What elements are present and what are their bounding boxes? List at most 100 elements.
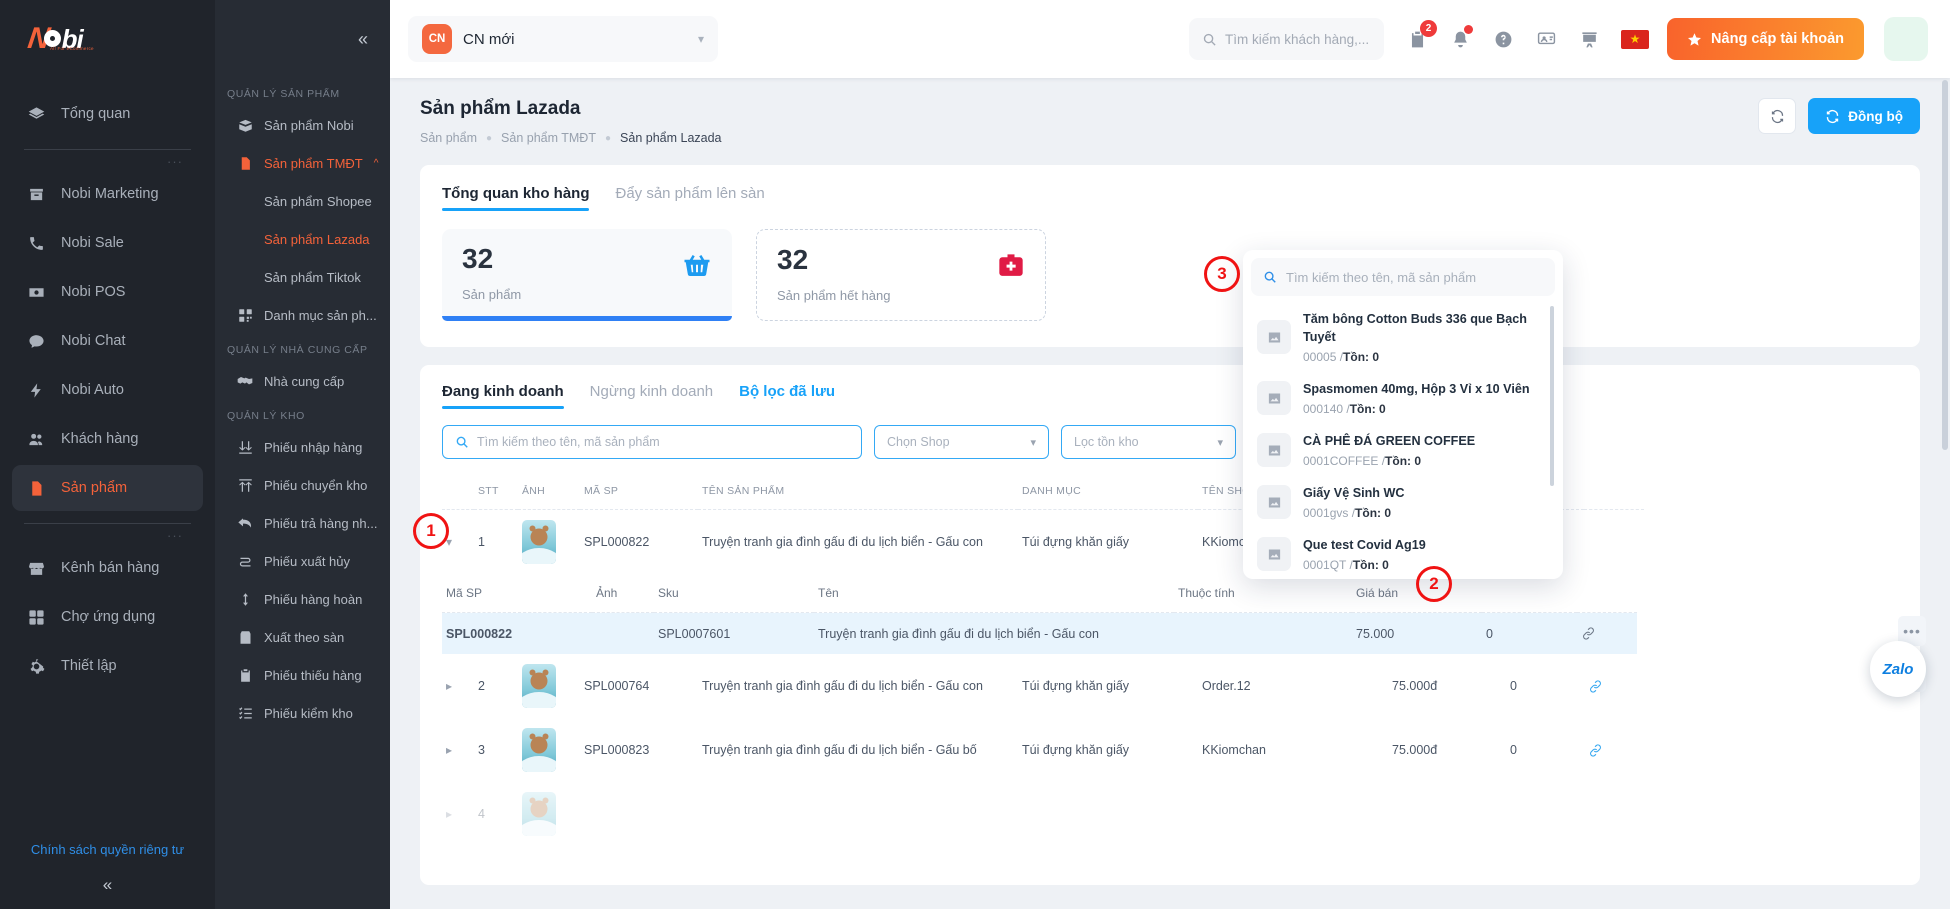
sidebar-item-san-pham[interactable]: Sản phẩm	[12, 465, 203, 511]
sidebar-item-nobi-chat[interactable]: Nobi Chat	[12, 318, 203, 364]
help-icon[interactable]	[1492, 28, 1514, 50]
stat-card-total-products[interactable]: 32 Sản phẩm	[442, 229, 732, 321]
vn-flag-icon[interactable]: ★	[1621, 29, 1650, 49]
zalo-chat-button[interactable]: Zalo	[1870, 641, 1926, 697]
sidebar-item-phieu-tra-hang-nhap[interactable]: Phiếu trả hàng nh...	[215, 504, 390, 542]
sidebar-item-san-pham-nobi[interactable]: Sản phẩm Nobi	[215, 106, 390, 144]
sidebar-item-phieu-hang-hoan[interactable]: Phiếu hàng hoàn	[215, 580, 390, 618]
product-table-body-continued: ▸ 2 SPL000764 Truyện tranh gia đình gấu …	[442, 654, 1644, 846]
global-search-input[interactable]: Tìm kiếm khách hàng,...	[1189, 18, 1385, 60]
product-search-popup: Tìm kiếm theo tên, mã sản phẩm Tăm bông …	[1243, 250, 1563, 579]
sidebar-item-phieu-xuat-huy[interactable]: Phiếu xuất hủy	[215, 542, 390, 580]
sync-button[interactable]: Đồng bộ	[1808, 98, 1920, 134]
stat-card-out-of-stock[interactable]: 32 Sản phẩm hết hàng	[756, 229, 1046, 321]
tab-tong-quan-kho-hang[interactable]: Tổng quan kho hàng	[442, 185, 590, 211]
bell-icon[interactable]	[1449, 25, 1474, 50]
chevron-down-icon: ▾	[697, 32, 704, 46]
sidebar-collapse-bottom-icon[interactable]: «	[102, 875, 113, 894]
privacy-policy-link[interactable]: Chính sách quyền riêng tư	[30, 842, 185, 857]
app-logo[interactable]: N bi All For eCommerce	[0, 0, 215, 78]
row-link[interactable]	[1584, 654, 1644, 718]
sidebar-item-nobi-auto[interactable]: Nobi Auto	[12, 367, 203, 413]
tab-bo-loc-da-luu[interactable]: Bộ lọc đã lưu	[739, 383, 836, 400]
breadcrumb-item-2[interactable]: Sản phẩm TMĐT	[501, 131, 596, 145]
list-item[interactable]: Giấy Vệ Sinh WC 0001gvs /Tồn: 0	[1251, 476, 1555, 528]
archive-icon	[26, 186, 47, 203]
sidebar-item-xuat-theo-san[interactable]: Xuất theo sàn	[215, 618, 390, 656]
variant-code[interactable]: SPL000822	[446, 626, 513, 641]
variant-row[interactable]: SPL000822 SPL0007601 Truyện tranh gia đì…	[442, 612, 1637, 655]
clipboard-icon[interactable]: 2	[1406, 20, 1438, 50]
sidebar-item-label: Sản phẩm Nobi	[264, 117, 354, 133]
variant-header-row: Mã SP Ảnh Sku Tên Thuộc tính Giá bán	[442, 574, 1637, 613]
sidebar-item-danh-muc-san-pham[interactable]: Danh mục sản ph...	[215, 296, 390, 334]
sidebar-item-nobi-sale[interactable]: Nobi Sale	[12, 220, 203, 266]
secondary-sidebar: « QUẢN LÝ SẢN PHẨM Sản phẩm Nobi Sản phẩ…	[215, 0, 390, 909]
sidebar-item-phieu-kiem-kho[interactable]: Phiếu kiểm kho	[215, 694, 390, 732]
handshake-icon	[237, 373, 253, 389]
col-expand	[442, 475, 474, 510]
sidebar-item-phieu-nhap-hang[interactable]: Phiếu nhập hàng	[215, 428, 390, 466]
table-row[interactable]: ▾ 1 SPL000822 Truyện tranh gia đình gấu …	[442, 510, 1644, 575]
row-expand-toggle[interactable]: ▾	[442, 510, 474, 575]
sidebar-item-thiet-lap[interactable]: Thiết lập	[12, 643, 203, 689]
sidebar-item-kenh-ban-hang[interactable]: Kênh bán hàng	[12, 545, 203, 591]
branch-selector[interactable]: CN CN mới ▾	[408, 16, 718, 62]
product-image	[522, 792, 556, 836]
refresh-button[interactable]	[1758, 98, 1797, 134]
sidebar-item-nobi-pos[interactable]: Nobi POS	[12, 269, 203, 315]
sidebar-item-san-pham-tmdt[interactable]: Sản phẩm TMĐT ^	[215, 144, 390, 182]
nav-divider-2	[24, 523, 191, 524]
row-expand-toggle[interactable]: ▸	[442, 718, 474, 782]
sidebar-collapse-top-icon[interactable]: «	[357, 28, 368, 49]
list-item[interactable]: Que test Covid Ag19 0001QT /Tồn: 0	[1251, 528, 1555, 572]
support-icon[interactable]	[1535, 28, 1557, 50]
sidebar-item-san-pham-tiktok[interactable]: Sản phẩm Tiktok	[215, 258, 390, 296]
chat-icon	[26, 333, 47, 350]
sidebar-item-khach-hang[interactable]: Khách hàng	[12, 416, 203, 462]
subcol-ma-sp: Mã SP	[442, 574, 592, 613]
popup-search-input[interactable]: Tìm kiếm theo tên, mã sản phẩm	[1251, 258, 1555, 296]
sidebar-item-san-pham-shopee[interactable]: Sản phẩm Shopee	[215, 182, 390, 220]
table-row[interactable]: ▸ 2 SPL000764 Truyện tranh gia đình gấu …	[442, 654, 1644, 718]
row-expand-toggle[interactable]: ▸	[442, 654, 474, 718]
variant-sku: SPL0007601	[658, 626, 731, 641]
sidebar-item-phieu-chuyen-kho[interactable]: Phiếu chuyển kho	[215, 466, 390, 504]
breadcrumb-item-1[interactable]: Sản phẩm	[420, 131, 477, 145]
popup-scrollbar[interactable]	[1550, 306, 1554, 486]
sidebar-item-tong-quan[interactable]: Tổng quan	[12, 91, 203, 137]
avatar[interactable]	[1884, 17, 1928, 61]
row-stt: 2	[478, 679, 485, 693]
table-row[interactable]: ▸ 4	[442, 782, 1644, 846]
tab-ngung-kinh-doanh[interactable]: Ngừng kinh doanh	[589, 383, 714, 400]
primary-nav: Tổng quan ··· Nobi Marketing Nobi Sale	[0, 78, 215, 692]
list-item-stock: Tồn: 0	[1355, 506, 1392, 520]
page-scrollbar[interactable]	[1942, 80, 1948, 450]
sidebar-item-san-pham-lazada[interactable]: Sản phẩm Lazada	[215, 220, 390, 258]
list-item[interactable]: Tăm bông Cotton Buds 336 que Bạch Tuyết …	[1251, 302, 1555, 372]
sidebar-item-phieu-thieu-hang[interactable]: Phiếu thiếu hàng	[215, 656, 390, 694]
variant-link[interactable]	[1577, 613, 1637, 655]
row-actions-menu-button[interactable]: •••	[1898, 616, 1926, 646]
store-icon	[26, 560, 47, 577]
product-search-input[interactable]: Tìm kiếm theo tên, mã sản phẩm	[442, 425, 862, 459]
stock-filter-select[interactable]: Lọc tồn kho ▾	[1061, 425, 1236, 459]
variant-attr	[1174, 613, 1352, 655]
row-expand-toggle[interactable]: ▸	[442, 782, 474, 846]
primary-sidebar: N bi All For eCommerce Tổng quan ··· Nob…	[0, 0, 215, 909]
cash-icon	[26, 284, 47, 301]
sidebar-item-nobi-marketing[interactable]: Nobi Marketing	[12, 171, 203, 217]
presentation-icon[interactable]	[1578, 28, 1600, 50]
table-row[interactable]: ▸ 3 SPL000823 Truyện tranh gia đình gấu …	[442, 718, 1644, 782]
row-link[interactable]	[1584, 718, 1644, 782]
tab-day-san-pham-len-san[interactable]: Đẩy sản phẩm lên sàn	[615, 185, 765, 202]
tab-dang-kinh-doanh[interactable]: Đang kinh doanh	[442, 383, 564, 409]
sidebar-item-cho-ung-dung[interactable]: Chợ ứng dụng	[12, 594, 203, 640]
logo-bi-glyph: bi	[61, 24, 84, 54]
sidebar-item-nha-cung-cap[interactable]: Nhà cung cấp	[215, 362, 390, 400]
upgrade-account-button[interactable]: Nâng cấp tài khoản	[1667, 18, 1864, 60]
shop-select[interactable]: Chọn Shop ▾	[874, 425, 1049, 459]
list-item[interactable]: Spasmomen 40mg, Hộp 3 Vỉ x 10 Viên 00014…	[1251, 372, 1555, 424]
list-item[interactable]: CÀ PHÊ ĐÁ GREEN COFFEE 0001COFFEE /Tồn: …	[1251, 424, 1555, 476]
